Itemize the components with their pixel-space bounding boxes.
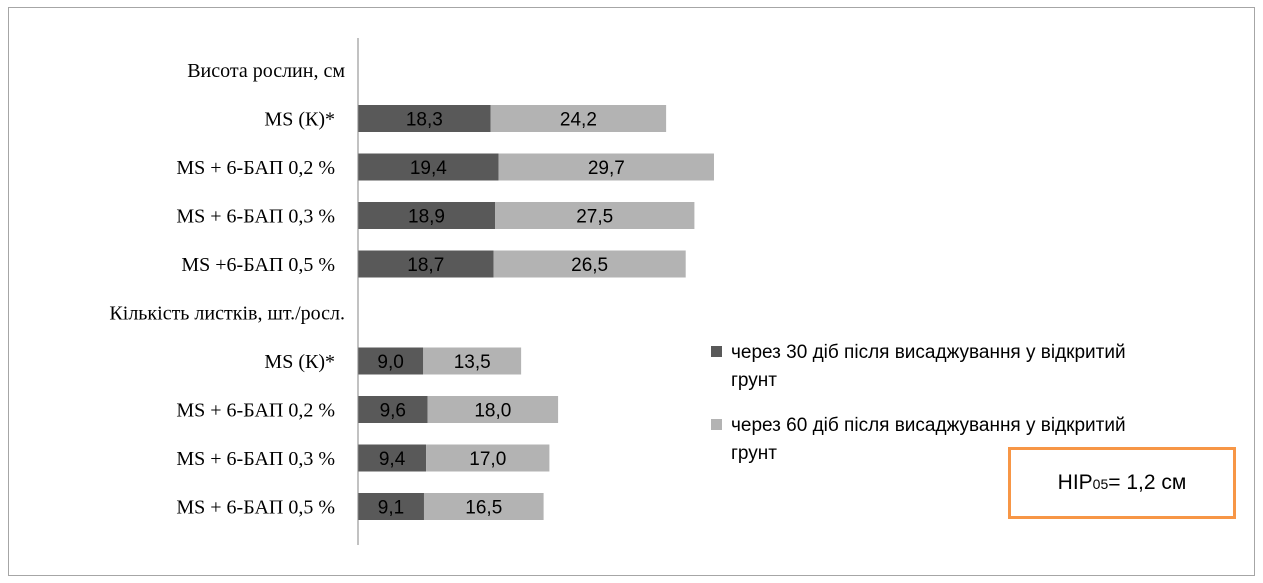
bar-day60 xyxy=(423,347,522,375)
bar-day60 xyxy=(493,250,686,278)
data-label: 24,2 xyxy=(560,110,597,131)
bar-day30 xyxy=(358,396,428,423)
nir-prefix: НІР xyxy=(1057,471,1093,494)
nir-subscript: 05 xyxy=(1092,476,1109,492)
category-label: MS + 6-БАП 0,5 % xyxy=(176,497,335,519)
legend-text: через 60 діб після висаджування у відкри… xyxy=(731,415,1126,436)
data-label: 29,7 xyxy=(588,158,625,179)
legend-swatch xyxy=(711,419,722,430)
legend-text: через 30 діб після висаджування у відкри… xyxy=(731,342,1126,363)
data-label: 16,5 xyxy=(465,498,502,519)
data-label: 9,0 xyxy=(377,352,403,373)
bar-day60 xyxy=(427,396,559,423)
legend-text: грунт xyxy=(731,370,777,391)
category-label: MS (К)* xyxy=(264,109,335,131)
category-label: MS +6-БАП 0,5 % xyxy=(181,254,335,276)
bar-day30 xyxy=(358,153,499,181)
bar-day60 xyxy=(495,202,695,229)
group-title: Висота рослин, см xyxy=(187,60,345,82)
data-label: 17,0 xyxy=(469,449,506,470)
bar-day30 xyxy=(358,347,424,375)
bar-day60 xyxy=(498,153,714,181)
data-label: 19,4 xyxy=(410,158,447,179)
group-title: Кількість листків, шт./росл. xyxy=(109,303,345,325)
bar-day30 xyxy=(358,493,424,520)
bar-day60 xyxy=(490,105,667,132)
bar-day30 xyxy=(358,444,427,472)
category-label: MS + 6-БАП 0,2 % xyxy=(176,157,335,179)
legend-text: грунт xyxy=(731,443,777,464)
data-label: 13,5 xyxy=(454,352,491,373)
data-label: 18,3 xyxy=(406,110,443,131)
data-label: 9,6 xyxy=(380,401,406,422)
legend-swatch xyxy=(711,346,722,357)
data-label: 9,4 xyxy=(379,449,406,470)
bar-day30 xyxy=(358,105,491,132)
category-label: MS (К)* xyxy=(264,351,335,373)
data-label: 18,9 xyxy=(408,207,445,228)
data-label: 27,5 xyxy=(576,207,613,228)
bar-day30 xyxy=(358,250,494,278)
nir-suffix: = 1,2 см xyxy=(1108,471,1187,494)
category-label: MS + 6-БАП 0,3 % xyxy=(176,448,335,470)
data-label: 9,1 xyxy=(378,498,404,519)
data-label: 18,7 xyxy=(407,255,444,276)
data-label: 18,0 xyxy=(474,401,511,422)
category-label: MS + 6-БАП 0,3 % xyxy=(176,206,335,228)
bar-day60 xyxy=(426,444,550,472)
bar-day30 xyxy=(358,202,496,229)
nir-annotation: НІР 05 = 1,2 см xyxy=(1008,447,1236,519)
data-label: 26,5 xyxy=(571,255,608,276)
category-label: MS + 6-БАП 0,2 % xyxy=(176,400,335,422)
bar-day60 xyxy=(423,493,544,520)
